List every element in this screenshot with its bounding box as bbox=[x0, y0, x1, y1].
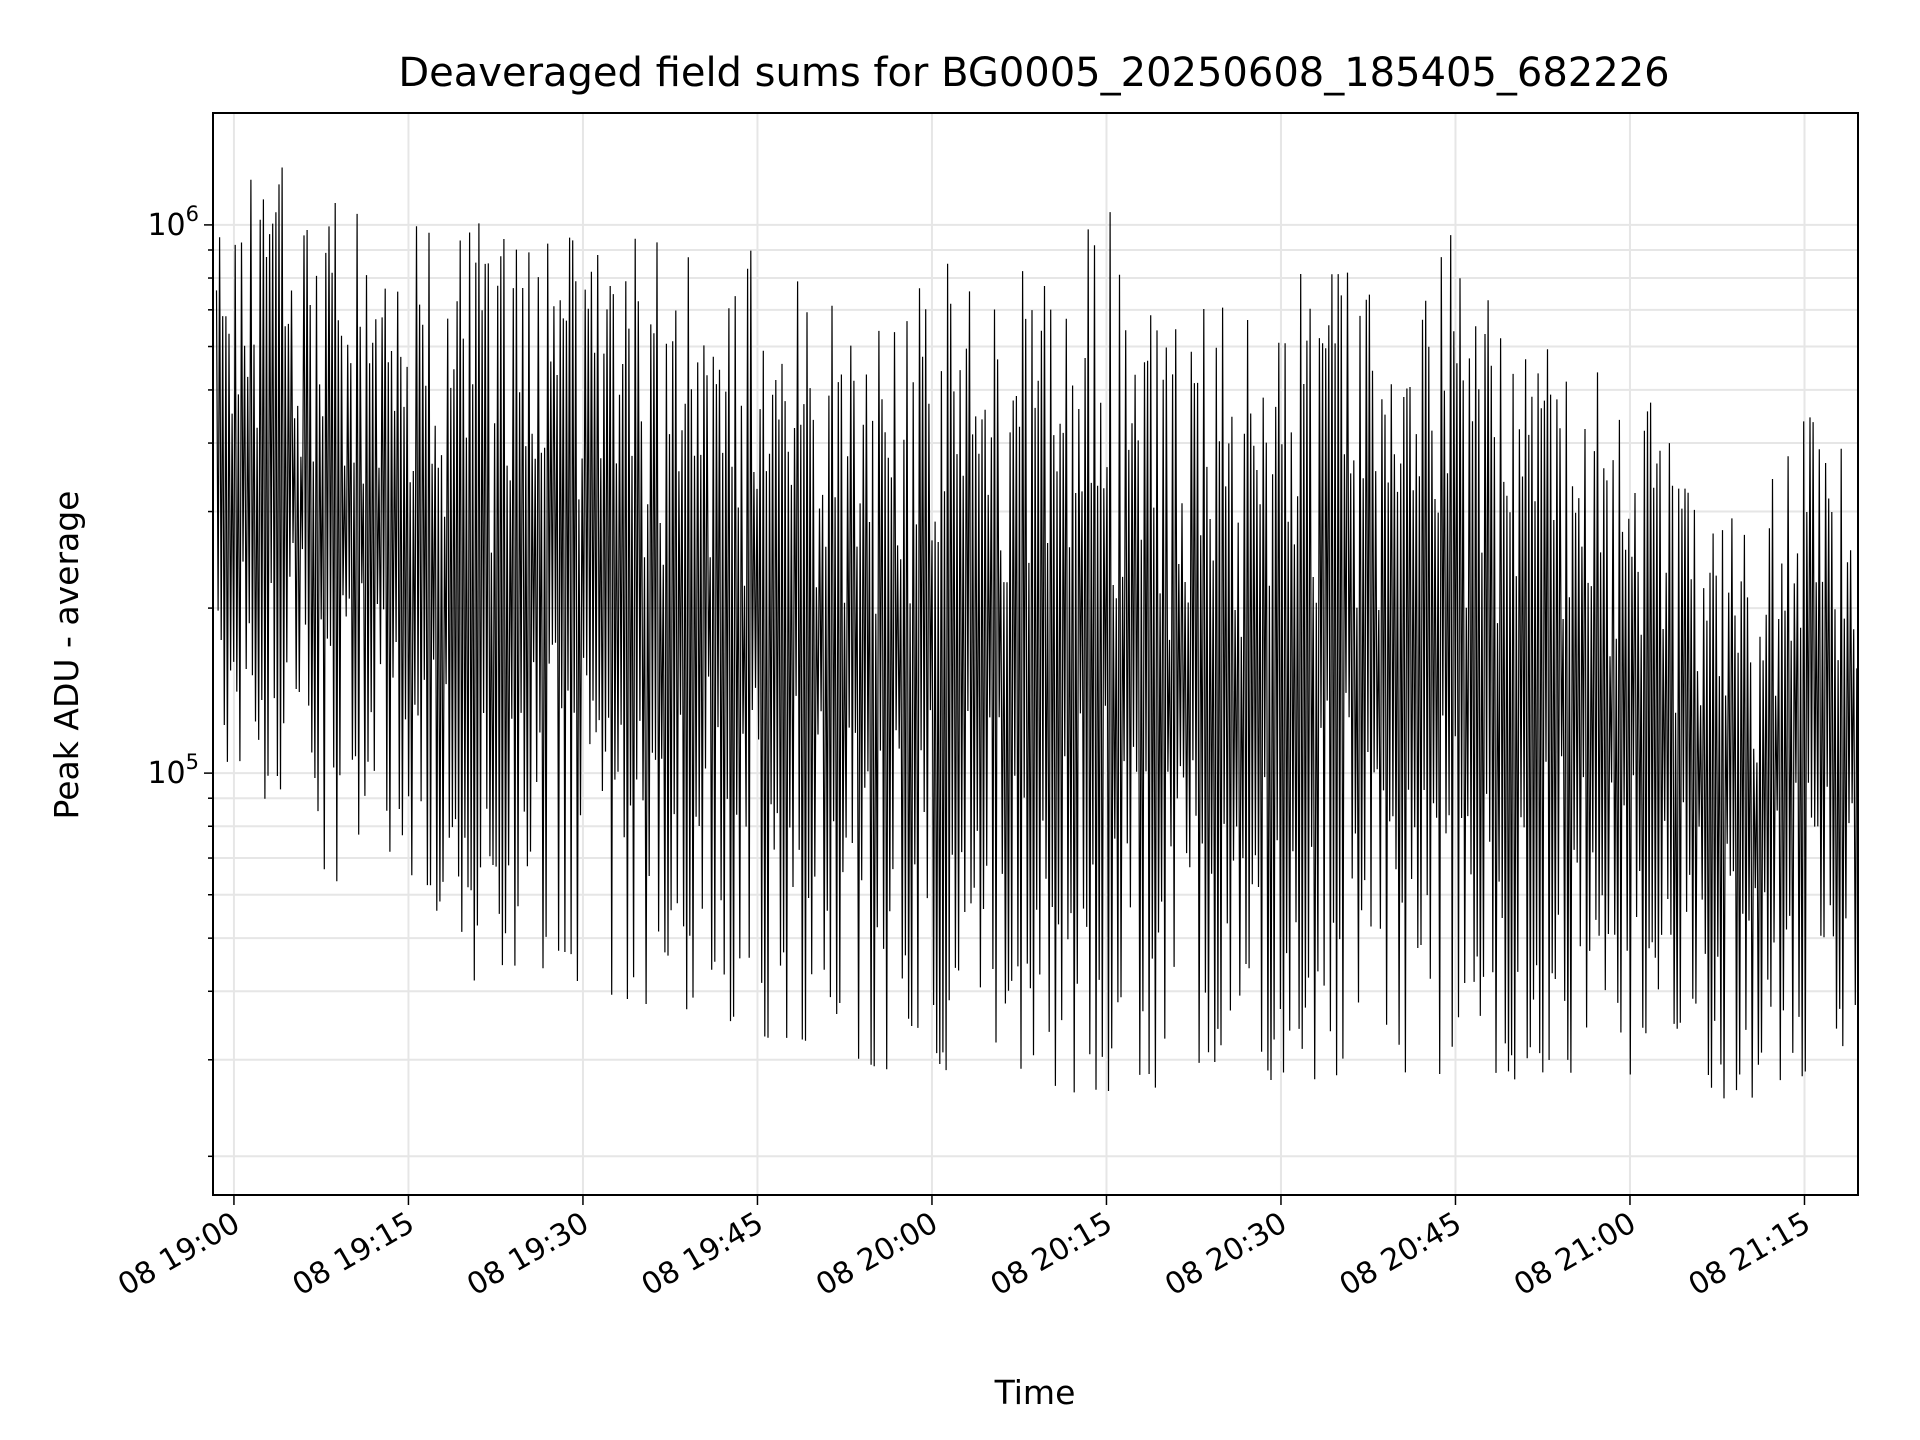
y-axis: 105 106 bbox=[147, 202, 213, 1158]
series-line bbox=[215, 167, 1858, 1099]
x-axis-label: Time bbox=[994, 1373, 1076, 1412]
y-tick-label: 106 bbox=[147, 202, 199, 243]
x-axis: 08 19:00 08 19:15 08 19:30 08 19:45 08 20:00… bbox=[112, 1195, 1816, 1303]
axes-frame bbox=[212, 112, 1859, 1196]
x-tick-label: 08 20:00 bbox=[810, 1206, 944, 1303]
x-tick-label: 08 19:30 bbox=[461, 1206, 595, 1303]
x-tick-label: 08 20:45 bbox=[1334, 1206, 1468, 1303]
chart-title: Deaveraged field sums for BG0005_2025060… bbox=[398, 50, 1669, 96]
x-tick-label: 08 19:45 bbox=[636, 1206, 770, 1303]
x-tick-label: 08 20:15 bbox=[985, 1206, 1119, 1303]
x-tick-label: 08 21:00 bbox=[1508, 1206, 1642, 1303]
y-tick-label: 105 bbox=[147, 750, 199, 791]
x-tick-label: 08 20:30 bbox=[1159, 1206, 1293, 1303]
plot-area bbox=[215, 167, 1858, 1099]
x-tick-label: 08 21:15 bbox=[1683, 1206, 1817, 1303]
y-axis-label: Peak ADU - average bbox=[47, 491, 86, 820]
x-tick-label: 08 19:15 bbox=[287, 1206, 421, 1303]
x-tick-label: 08 19:00 bbox=[112, 1206, 246, 1303]
